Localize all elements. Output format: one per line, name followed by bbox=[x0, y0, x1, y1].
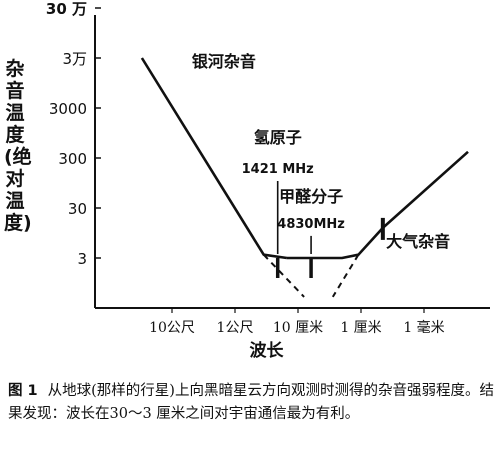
y-tick-label: 300 bbox=[58, 150, 87, 168]
chart-axes bbox=[94, 7, 490, 313]
annotation-label: 大气杂音 bbox=[386, 232, 450, 251]
y-tick-label: 30 bbox=[68, 200, 87, 218]
chart-marks bbox=[140, 57, 469, 298]
dashed-extension-line bbox=[262, 254, 305, 298]
noise-curve-line bbox=[140, 57, 288, 260]
y-tick-label: 3万 bbox=[62, 50, 87, 68]
x-tick-label: 10公尺 bbox=[149, 320, 195, 336]
y-tick-label: 30 万 bbox=[46, 0, 87, 18]
x-tick-label: 1 毫米 bbox=[403, 319, 444, 336]
annotation-label: 甲醛分子 bbox=[279, 187, 343, 206]
x-tick-label: 1 厘米 bbox=[340, 320, 381, 336]
x-axis-label: 波长 bbox=[250, 340, 285, 361]
annotation-label: 氢原子 bbox=[254, 128, 302, 147]
y-tick-label: 3 bbox=[77, 250, 87, 268]
x-tick-label: 10 厘米 bbox=[273, 320, 323, 336]
x-tick-label: 1公尺 bbox=[217, 320, 254, 336]
figure-number: 图 1 bbox=[8, 383, 38, 399]
y-axis-label: 杂音温度(绝对温度) bbox=[4, 58, 32, 234]
annotation-label: 1421 MHz bbox=[242, 162, 314, 177]
annotation-label: 4830MHz bbox=[277, 217, 345, 232]
annotation-label: 银河杂音 bbox=[192, 52, 256, 71]
dashed-extension-line bbox=[331, 254, 360, 298]
caption-text: 从地球(那样的行星)上向黑暗星云方向观测时测得的杂音强弱程度。结果发现：波长在3… bbox=[8, 383, 494, 422]
figure-caption: 图 1 从地球(那样的行星)上向黑暗星云方向观测时测得的杂音强弱程度。结果发现：波… bbox=[8, 380, 496, 426]
y-tick-label: 3000 bbox=[49, 100, 87, 118]
